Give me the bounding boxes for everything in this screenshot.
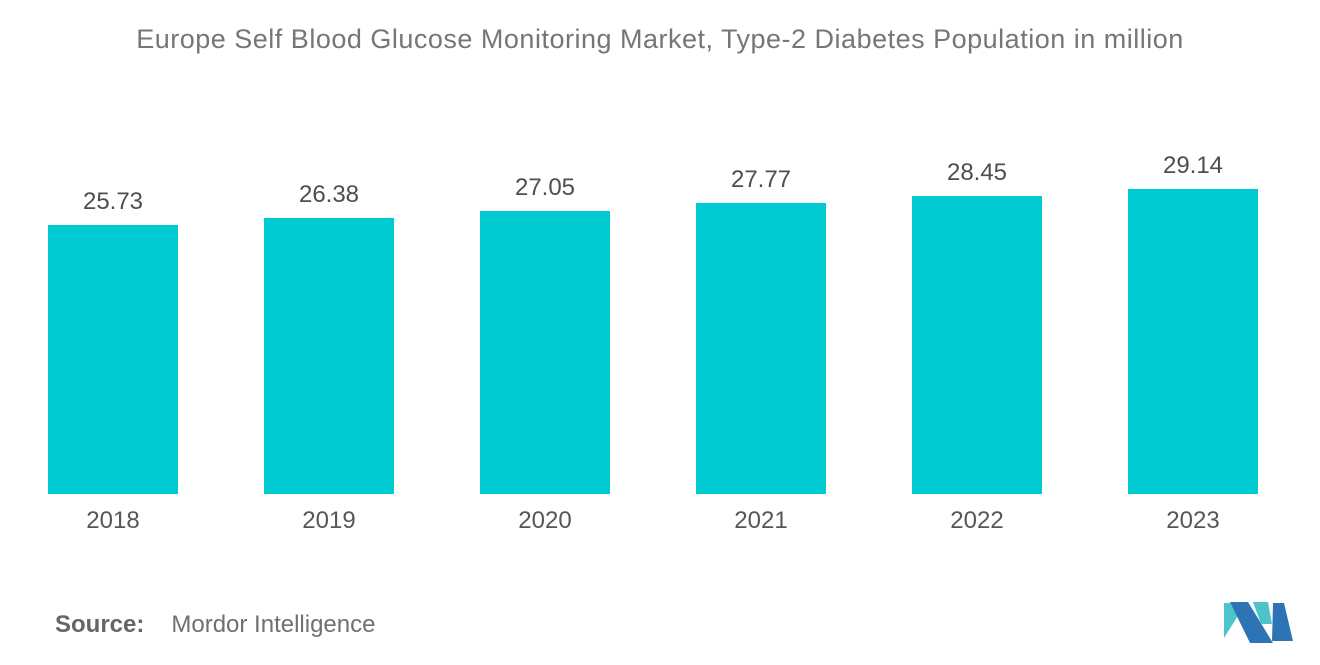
- bar-group-2019: 26.38 2019: [264, 181, 394, 535]
- source-label: Source:: [55, 611, 145, 638]
- source-name: Mordor Intelligence: [171, 611, 376, 638]
- bar-value-label: 27.05: [514, 174, 576, 201]
- bar: [48, 225, 178, 494]
- bar-value-label: 25.73: [82, 188, 144, 215]
- bar: [1128, 189, 1258, 494]
- x-axis-label: 2018: [86, 507, 140, 534]
- bar-chart-plot-area: 25.73 2018 26.38 2019 27.05 2020 27.77 2021 28.4…: [48, 152, 1258, 535]
- bar-group-2021: 27.77 2021: [696, 166, 826, 535]
- x-axis-label: 2019: [302, 507, 356, 534]
- bar-group-2020: 27.05 2020: [480, 174, 610, 535]
- x-axis-label: 2020: [518, 507, 572, 534]
- bar-group-2018: 25.73 2018: [48, 188, 178, 535]
- bar-value-label: 29.14: [1162, 152, 1224, 179]
- source-row: Source: Mordor Intelligence: [55, 611, 375, 639]
- bar: [696, 203, 826, 494]
- bar-group-2023: 29.14 2023: [1128, 152, 1258, 535]
- x-axis-label: 2022: [950, 507, 1004, 534]
- x-axis-label: 2021: [734, 507, 788, 534]
- bar: [264, 218, 394, 494]
- mordor-intelligence-logo: [1224, 602, 1293, 643]
- bar-value-label: 28.45: [946, 159, 1008, 186]
- bar: [480, 211, 610, 494]
- bar-value-label: 27.77: [730, 166, 792, 193]
- chart-title: Europe Self Blood Glucose Monitoring Mar…: [136, 24, 1184, 54]
- bar-value-label: 26.38: [298, 181, 360, 208]
- bar-group-2022: 28.45 2022: [912, 159, 1042, 535]
- x-axis-label: 2023: [1166, 507, 1220, 534]
- bar: [912, 196, 1042, 494]
